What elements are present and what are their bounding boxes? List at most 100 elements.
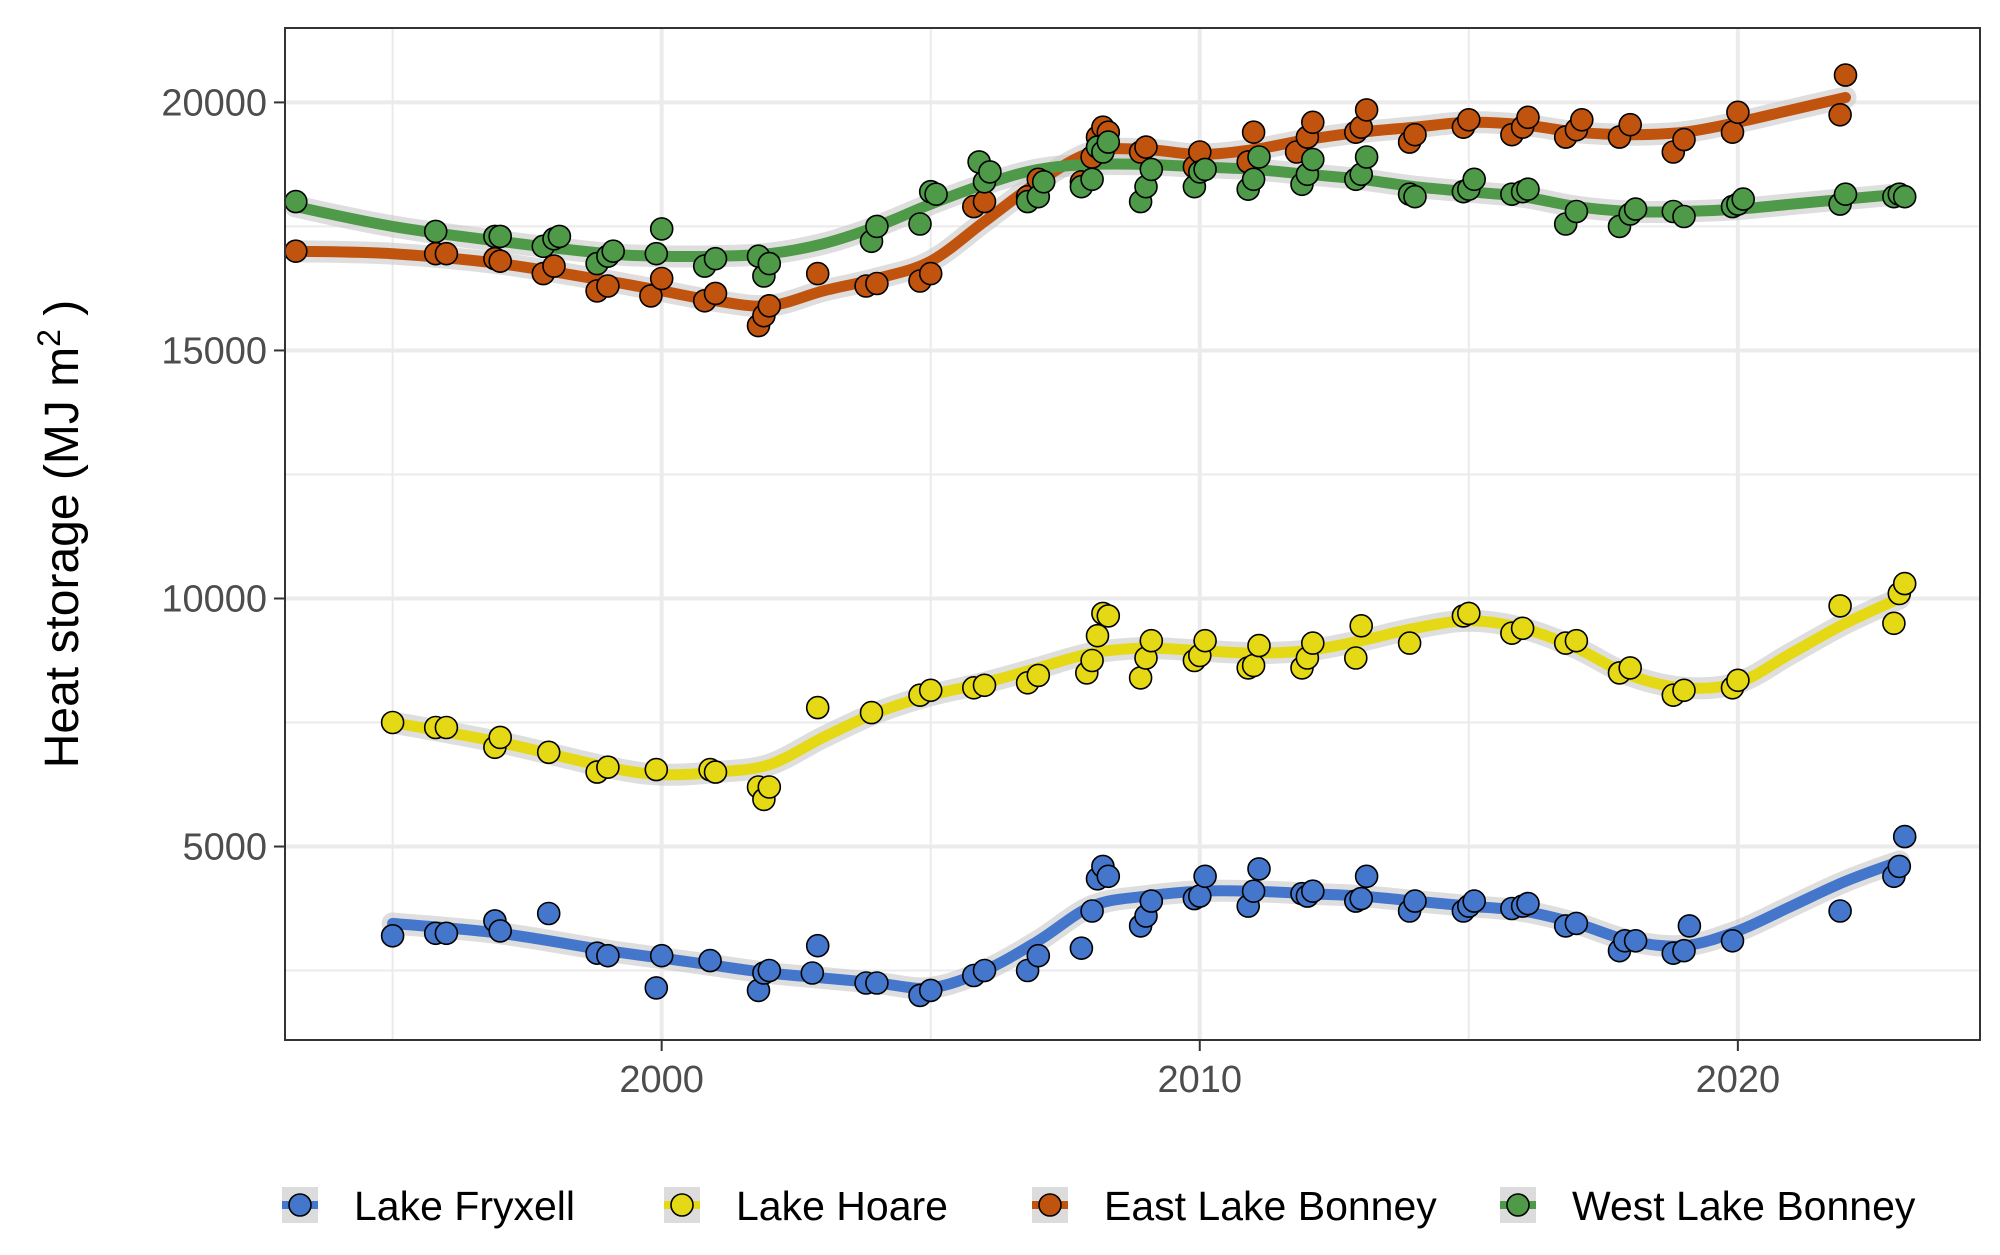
data-point-west-lake-bonney — [547, 224, 572, 249]
data-point-lake-hoare — [703, 760, 728, 784]
data-point-west-lake-bonney — [488, 224, 513, 249]
data-point-lake-hoare — [1241, 653, 1266, 678]
data-point-east-lake-bonney — [1672, 127, 1696, 152]
data-point-west-lake-bonney — [1833, 182, 1858, 206]
data-point-lake-hoare — [757, 775, 782, 799]
data-point-east-lake-bonney — [1726, 100, 1750, 125]
data-point-lake-fryxell — [1828, 899, 1852, 923]
data-point-west-lake-bonney — [1031, 170, 1056, 194]
data-point-west-lake-bonney — [1241, 167, 1266, 192]
data-point-lake-hoare — [1828, 594, 1852, 618]
data-point-east-lake-bonney — [972, 189, 997, 214]
data-point-lake-fryxell — [800, 961, 825, 985]
data-point-east-lake-bonney — [542, 254, 566, 278]
y-axis-title-main: Heat storage (MJ m — [36, 347, 89, 768]
data-point-east-lake-bonney — [1403, 122, 1427, 147]
legend-item-lake-fryxell: Lake Fryxell — [282, 1183, 575, 1229]
data-point-lake-fryxell — [1887, 854, 1912, 879]
data-point-lake-fryxell — [1139, 889, 1164, 913]
data-point-lake-fryxell — [1193, 864, 1217, 889]
data-point-lake-fryxell — [1623, 928, 1648, 953]
data-point-lake-hoare — [1672, 678, 1696, 703]
data-point-lake-hoare — [1510, 616, 1535, 641]
data-point-lake-hoare — [1193, 628, 1217, 653]
data-point-east-lake-bonney — [488, 249, 513, 274]
data-point-east-lake-bonney — [1134, 135, 1158, 159]
data-point-east-lake-bonney — [1828, 103, 1852, 127]
legend-label: East Lake Bonney — [1104, 1183, 1437, 1229]
y-axis-title-superscript: 2 — [31, 329, 67, 347]
legend: Lake Fryxell Lake Hoare East Lake Bonney We… — [282, 1183, 1916, 1229]
data-point-lake-hoare — [859, 700, 884, 725]
data-point-west-lake-bonney — [1564, 199, 1589, 224]
data-point-west-lake-bonney — [1892, 184, 1917, 209]
x-tick-label: 2000 — [619, 1059, 704, 1101]
data-point-lake-hoare — [972, 673, 997, 698]
data-point-lake-fryxell — [1672, 938, 1696, 963]
data-point-lake-fryxell — [918, 978, 943, 1003]
legend-item-east-lake-bonney: East Lake Bonney — [1032, 1183, 1437, 1229]
data-point-lake-hoare — [380, 710, 405, 735]
data-point-lake-hoare — [1397, 631, 1422, 655]
data-point-lake-fryxell — [805, 933, 830, 958]
data-point-lake-hoare — [1139, 628, 1164, 653]
data-point-west-lake-bonney — [1462, 167, 1486, 192]
x-tick-label: 2010 — [1157, 1059, 1242, 1101]
data-point-lake-hoare — [1457, 601, 1481, 626]
data-point-lake-fryxell — [434, 921, 459, 946]
data-point-lake-fryxell — [536, 901, 561, 926]
data-point-lake-hoare — [1301, 631, 1325, 655]
legend-key-point — [1038, 1193, 1062, 1217]
data-point-lake-fryxell — [488, 919, 513, 943]
data-point-east-lake-bonney — [639, 284, 663, 308]
data-point-lake-fryxell — [1516, 891, 1540, 916]
data-point-lake-hoare — [1096, 604, 1121, 628]
data-point-west-lake-bonney — [1623, 197, 1648, 221]
data-point-lake-hoare — [805, 695, 830, 720]
data-point-lake-hoare — [1349, 613, 1373, 638]
data-point-west-lake-bonney — [1247, 145, 1271, 169]
data-point-lake-fryxell — [1720, 928, 1745, 953]
data-point-east-lake-bonney — [918, 261, 943, 286]
data-point-east-lake-bonney — [703, 281, 728, 306]
data-point-east-lake-bonney — [1241, 120, 1266, 144]
data-point-lake-hoare — [596, 755, 620, 780]
legend-label: Lake Hoare — [736, 1183, 948, 1229]
data-point-east-lake-bonney — [1457, 108, 1481, 132]
data-point-east-lake-bonney — [596, 274, 620, 298]
data-point-west-lake-bonney — [283, 189, 308, 214]
data-point-east-lake-bonney — [649, 266, 674, 291]
data-point-lake-fryxell — [1564, 911, 1589, 936]
data-point-lake-fryxell — [972, 958, 997, 983]
data-point-west-lake-bonney — [1516, 177, 1540, 201]
legend-label: Lake Fryxell — [354, 1183, 575, 1229]
data-point-west-lake-bonney — [703, 246, 728, 271]
data-point-west-lake-bonney — [601, 239, 626, 263]
data-point-west-lake-bonney — [1731, 187, 1755, 211]
data-point-lake-hoare — [1128, 666, 1153, 690]
y-tick-label: 20000 — [161, 82, 267, 124]
data-point-west-lake-bonney — [1354, 145, 1379, 169]
data-point-lake-hoare — [434, 715, 459, 740]
data-point-east-lake-bonney — [1516, 105, 1540, 130]
y-tick-label: 15000 — [161, 330, 267, 372]
data-point-lake-fryxell — [596, 943, 620, 968]
y-tick-label: 5000 — [182, 827, 267, 869]
data-point-lake-hoare — [1564, 628, 1589, 653]
data-point-east-lake-bonney — [1354, 98, 1379, 122]
data-point-lake-hoare — [1247, 633, 1271, 658]
data-point-lake-fryxell — [649, 943, 674, 968]
data-point-west-lake-bonney — [1301, 147, 1325, 172]
data-point-lake-fryxell — [698, 948, 722, 973]
data-point-east-lake-bonney — [1301, 110, 1325, 135]
legend-key-point — [288, 1193, 312, 1217]
data-point-lake-fryxell — [1069, 936, 1094, 961]
data-point-lake-hoare — [488, 725, 513, 750]
data-point-lake-fryxell — [1301, 879, 1325, 904]
data-point-west-lake-bonney — [1403, 184, 1427, 209]
plot-panel-border — [284, 27, 1981, 1041]
y-axis-title: Heat storage (MJ m2 ) — [31, 300, 89, 769]
data-points — [283, 63, 1917, 1008]
